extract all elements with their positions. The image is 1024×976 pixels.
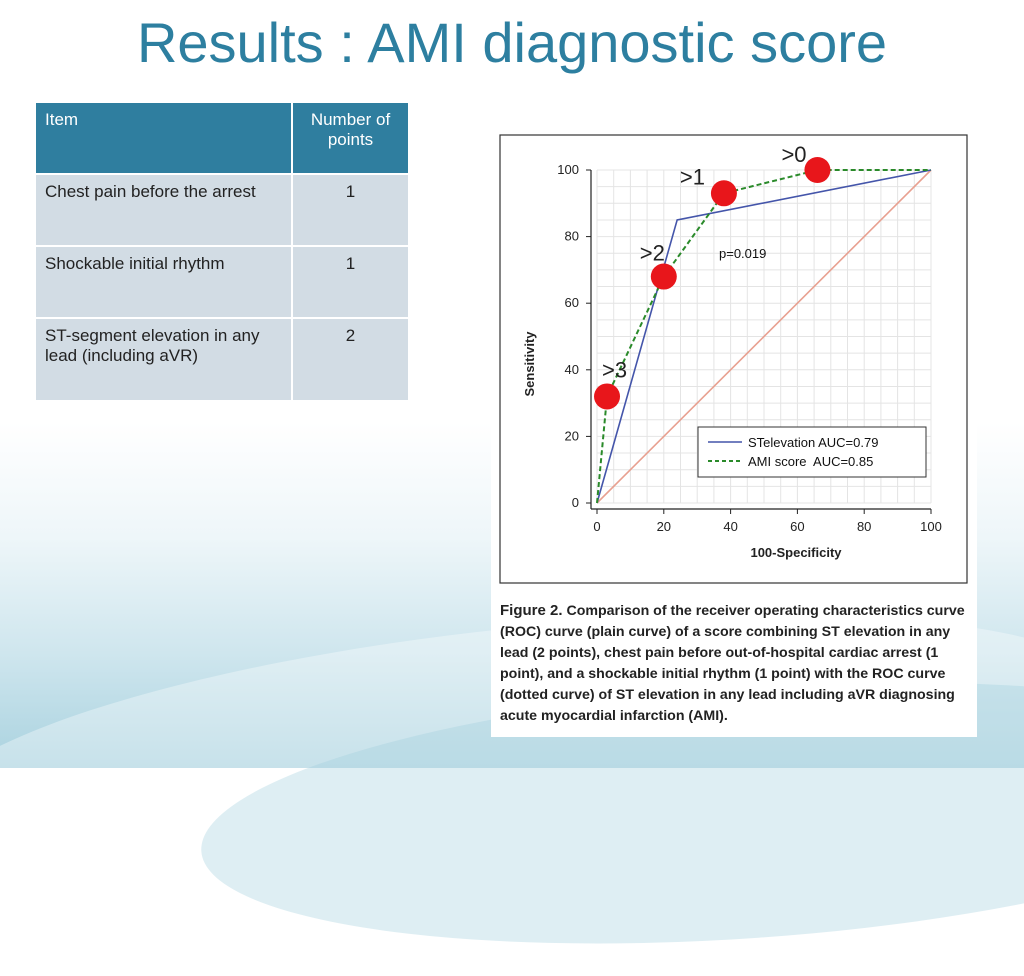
table-row: Chest pain before the arrest 1 xyxy=(34,173,410,247)
legend-label: STelevation AUC=0.79 xyxy=(748,435,878,450)
row-points: 1 xyxy=(291,173,410,247)
table-header-row: Item Number of points xyxy=(34,101,410,175)
y-axis-label: Sensitivity xyxy=(522,331,537,397)
row-item: ST-segment elevation in any lead (includ… xyxy=(34,317,293,402)
cutpoint-marker xyxy=(804,157,831,183)
cutpoint-label: >1 xyxy=(680,164,705,189)
y-tick-label: 100 xyxy=(557,162,579,177)
slide-title: Results : AMI diagnostic score xyxy=(136,11,888,74)
st-elevation-curve xyxy=(596,169,932,504)
figure-panel: 0 20 40 60 80 100 0 20 40 60 80 100 >3 >2 >1 >0 STelev… xyxy=(491,130,977,737)
chart-frame xyxy=(499,134,968,584)
legend-label: AMI score AUC=0.85 xyxy=(748,454,873,469)
cutpoint-marker xyxy=(710,180,737,207)
x-tick-label: 100 xyxy=(920,519,942,534)
x-axis-label: 100-Specificity xyxy=(750,545,842,560)
x-tick-label: 20 xyxy=(657,519,671,534)
row-item: Shockable initial rhythm xyxy=(34,245,293,319)
y-tick-label: 0 xyxy=(572,495,579,510)
cutpoint-marker xyxy=(650,263,677,290)
y-tick-label: 80 xyxy=(565,229,579,244)
figure-caption: Figure 2. Comparison of the receiver ope… xyxy=(500,600,970,727)
p-value-annotation: p=0.019 xyxy=(719,246,766,261)
cutpoint-label: >3 xyxy=(602,357,627,382)
table-row: Shockable initial rhythm 1 xyxy=(34,245,410,319)
ami-score-curve xyxy=(596,169,931,504)
x-tick-label: 40 xyxy=(723,519,737,534)
score-table: Item Number of points Chest pain before … xyxy=(34,101,410,402)
x-tick-label: 0 xyxy=(593,519,600,534)
cutpoint-label: >2 xyxy=(640,241,665,266)
y-tick-label: 40 xyxy=(565,362,579,377)
figure-caption-text: Comparison of the receiver operating cha… xyxy=(500,603,965,724)
y-tick-label: 60 xyxy=(565,295,579,310)
row-item: Chest pain before the arrest xyxy=(34,173,293,247)
legend-box xyxy=(697,426,927,478)
cutpoint-marker xyxy=(594,383,621,410)
reference-diagonal xyxy=(596,169,932,504)
table-row: ST-segment elevation in any lead (includ… xyxy=(34,317,410,402)
header-item: Item xyxy=(34,101,293,175)
x-tick-label: 60 xyxy=(790,519,804,534)
cutpoint-label: >0 xyxy=(781,142,806,167)
row-points: 2 xyxy=(291,317,410,402)
roc-chart: 0 20 40 60 80 100 0 20 40 60 80 100 >3 >2 >1 >0 STelev… xyxy=(499,134,968,584)
row-points: 1 xyxy=(291,245,410,319)
x-tick-label: 80 xyxy=(857,519,871,534)
header-points: Number of points xyxy=(291,101,410,175)
y-tick-label: 20 xyxy=(565,428,579,443)
figure-caption-label: Figure 2. xyxy=(500,602,563,619)
